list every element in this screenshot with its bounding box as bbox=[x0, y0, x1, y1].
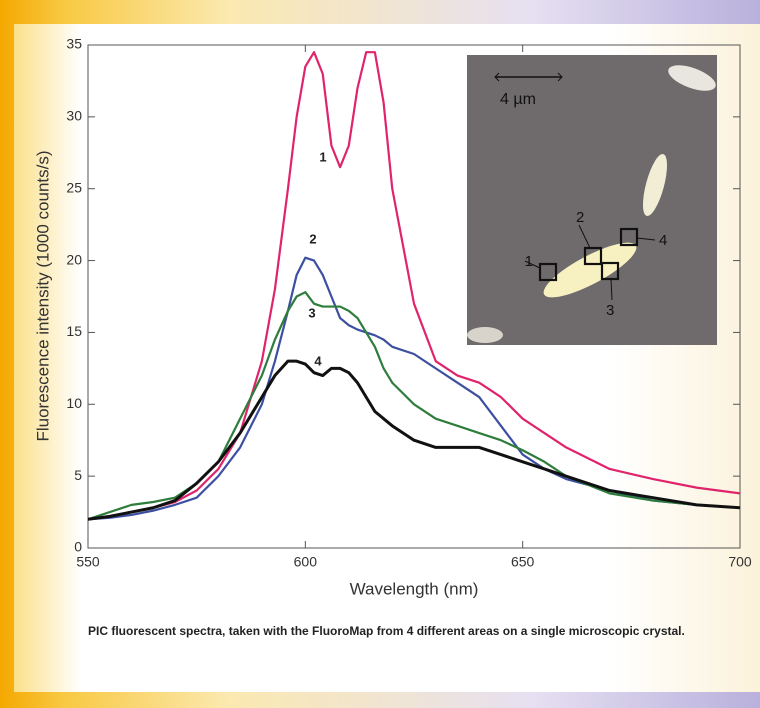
series-label: 3 bbox=[308, 305, 315, 320]
y-tick-label: 10 bbox=[66, 395, 82, 411]
area-box bbox=[619, 227, 639, 247]
y-tick-label: 25 bbox=[66, 179, 82, 195]
series-label: 2 bbox=[309, 231, 316, 246]
inset-background bbox=[467, 55, 717, 345]
crystal bbox=[543, 242, 637, 298]
y-axis-label: Fluorescence intensity (1000 counts/s) bbox=[33, 150, 52, 441]
line-series bbox=[87, 256, 741, 521]
series-label: 1 bbox=[319, 149, 326, 164]
inset-photo: 4 µm 1 2 3 4 bbox=[467, 55, 717, 345]
area-box bbox=[583, 246, 603, 266]
y-tick-label: 30 bbox=[66, 108, 82, 124]
plot-frame bbox=[87, 44, 741, 549]
line-series bbox=[87, 51, 741, 521]
y-tick-label: 20 bbox=[66, 251, 82, 267]
y-tick-label: 5 bbox=[74, 467, 82, 483]
x-tick-label: 650 bbox=[511, 554, 535, 570]
y-tick-label: 0 bbox=[74, 539, 82, 555]
x-tick-label: 600 bbox=[294, 554, 318, 570]
area-box bbox=[600, 261, 620, 281]
crystal bbox=[467, 327, 503, 343]
series-label: 4 bbox=[314, 353, 322, 368]
scale-bar-arrows bbox=[494, 72, 563, 82]
area-label: 1 bbox=[525, 253, 533, 270]
crystal bbox=[642, 154, 668, 216]
crystal bbox=[668, 65, 716, 91]
area-label: 3 bbox=[606, 302, 614, 319]
leader-lines bbox=[524, 224, 656, 301]
area-box bbox=[538, 262, 558, 282]
area-label: 2 bbox=[576, 209, 584, 226]
scale-label: 4 µm bbox=[500, 91, 536, 108]
y-tick-label: 15 bbox=[66, 323, 82, 339]
x-axis-label: Wavelength (nm) bbox=[350, 579, 479, 598]
x-tick-label: 550 bbox=[76, 554, 100, 570]
x-tick-label: 700 bbox=[728, 554, 752, 570]
area-label: 4 bbox=[659, 232, 667, 249]
caption: PIC fluorescent spectra, taken with the … bbox=[88, 624, 685, 638]
line-series bbox=[87, 359, 741, 521]
y-tick-label: 35 bbox=[66, 36, 82, 52]
